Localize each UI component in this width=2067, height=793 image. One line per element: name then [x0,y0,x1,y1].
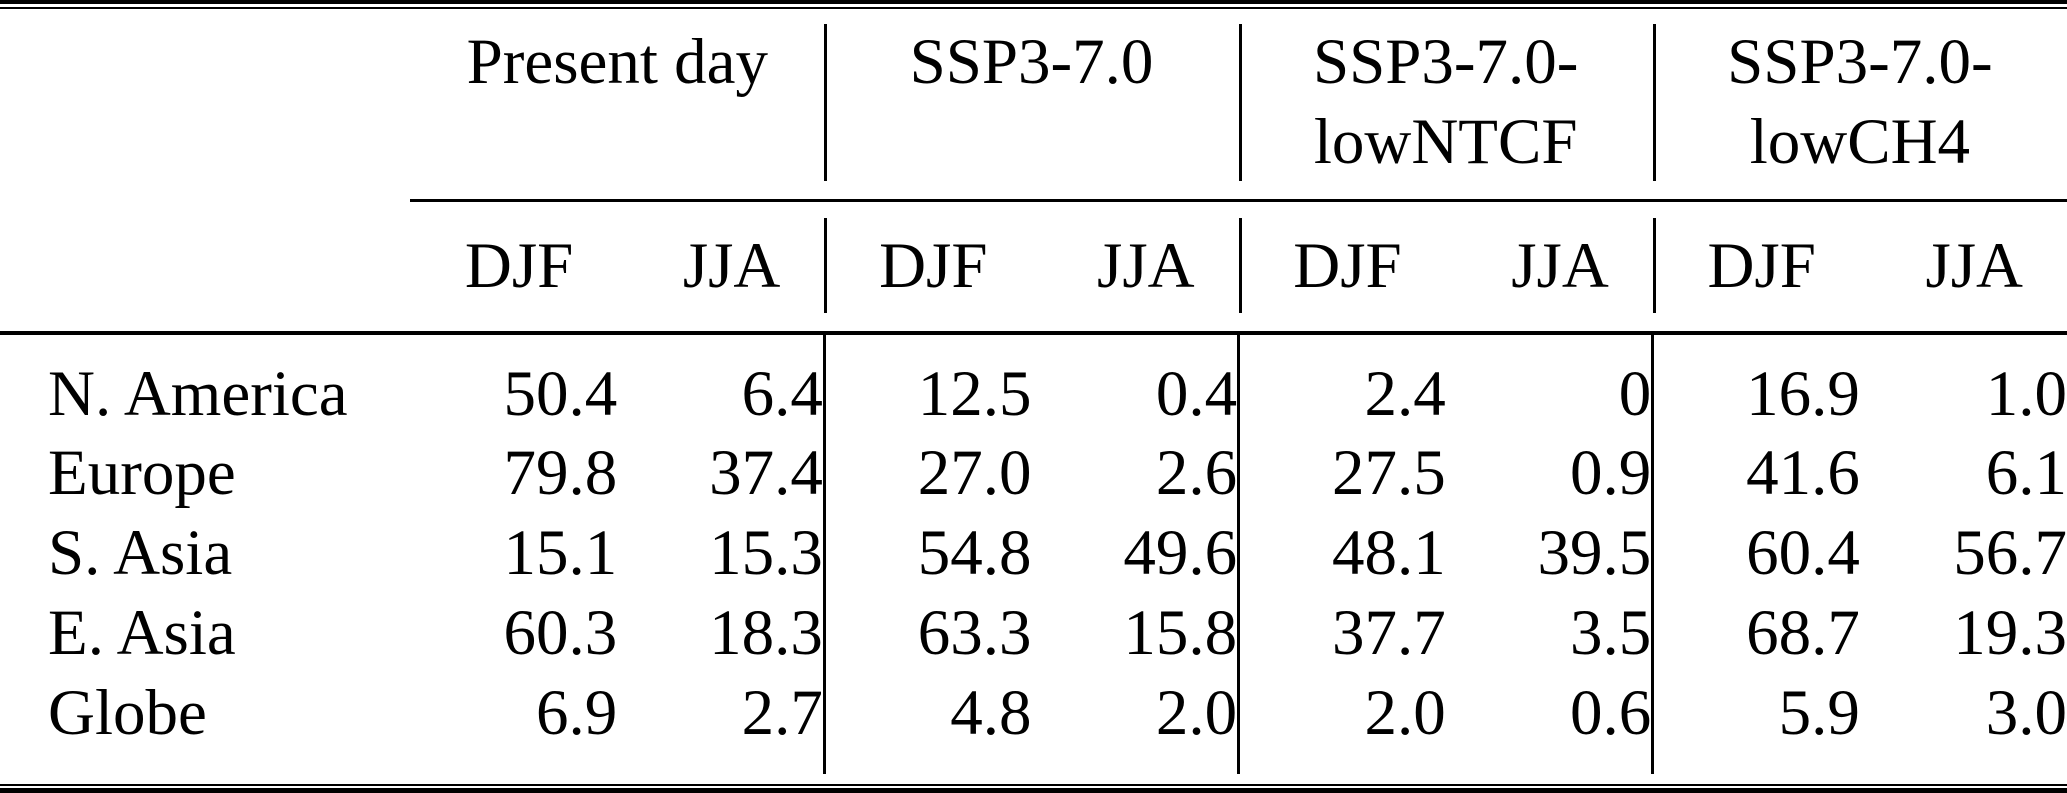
group-header-line2: lowNTCF [1313,106,1578,178]
table-row: E. Asia 60.3 18.3 63.3 15.8 37.7 3.5 68.… [0,593,2067,673]
value-cell: 49.6 [1123,516,1238,589]
value-cell: 56.7 [1953,516,2067,589]
group-header-line1: Present day [466,26,769,98]
row-label: S. Asia [48,516,233,589]
group-header-present-day: Present day [410,8,825,202]
value-cell: 5.9 [1651,673,1860,753]
table-row: Europe 79.8 37.4 27.0 2.6 27.5 0.9 41.6 … [0,433,2067,513]
corner-cell [0,200,411,335]
value-cell: 48.1 [1237,513,1446,593]
season-header-djf: DJF [824,200,1032,335]
value-cell: 6.1 [1985,436,2067,509]
bottom-rule-thick [0,788,2067,793]
value-cell: 27.5 [1237,433,1446,513]
group-header-line1: SSP3-7.0- [1727,26,1993,98]
table-row: Globe 6.9 2.7 4.8 2.0 2.0 0.6 5.9 3.0 [0,673,2067,753]
value-cell: 15.1 [503,516,618,589]
value-cell: 6.9 [536,676,618,749]
top-rule-thick [0,0,2067,4]
value-cell: 54.8 [822,513,1032,593]
value-cell: 4.8 [822,673,1032,753]
value-cell: 18.3 [709,596,823,669]
season-header-row: DJF JJA DJF JJA DJF JJA DJF JJA [0,200,2067,335]
value-cell: 0.6 [1570,676,1652,749]
value-cell: 79.8 [503,436,618,509]
value-cell: 50.4 [503,357,618,430]
value-cell: 60.4 [1651,513,1860,593]
group-header-row: Present day SSP3-7.0 SSP3-7.0- lowNTCF S… [0,8,2067,202]
bottom-rule-thin [0,784,2067,786]
value-cell: 63.3 [822,593,1032,673]
value-cell: 60.3 [503,596,618,669]
value-cell: 15.8 [1123,596,1238,669]
value-cell: 2.6 [1155,436,1238,509]
seasonal-exceedance-table: Present day SSP3-7.0 SSP3-7.0- lowNTCF S… [0,8,2067,774]
season-header-djf: DJF [410,200,618,335]
row-label: Globe [48,676,207,749]
value-cell: 16.9 [1651,333,1860,433]
table-row: N. America 50.4 6.4 12.5 0.4 2.4 0 16.9 … [0,333,2067,433]
table-row: S. Asia 15.1 15.3 54.8 49.6 48.1 39.5 60… [0,513,2067,593]
value-cell: 15.3 [709,516,823,589]
row-label: E. Asia [48,596,236,669]
value-cell: 68.7 [1651,593,1860,673]
value-cell: 3.0 [1985,676,2067,749]
corner-cell [0,8,410,200]
row-label: N. America [48,357,348,430]
season-header-djf: DJF [1238,200,1446,335]
season-header-jja: JJA [1445,200,1653,335]
value-cell: 37.4 [709,436,823,509]
value-cell: 3.5 [1570,596,1652,669]
value-cell: 2.0 [1237,673,1446,753]
season-header-jja: JJA [1031,200,1239,335]
group-header-ssp3-70: SSP3-7.0 [824,8,1239,202]
value-cell: 2.0 [1155,676,1238,749]
value-cell: 12.5 [822,333,1032,433]
group-header-line2: lowCH4 [1749,106,1971,178]
table-bottom-spacer [0,753,2067,774]
group-header-line1: SSP3-7.0 [909,26,1154,98]
value-cell: 6.4 [741,357,823,430]
season-header-jja: JJA [617,200,825,335]
value-cell: 27.0 [822,433,1032,513]
value-cell: 0.4 [1155,357,1238,430]
season-header-djf: DJF [1652,200,1860,335]
value-cell: 37.7 [1237,593,1446,673]
group-header-ssp3-70-lowch4: SSP3-7.0- lowCH4 [1652,8,2067,202]
season-header-jja: JJA [1859,200,2067,335]
group-header-line1: SSP3-7.0- [1312,26,1579,98]
value-cell: 2.7 [741,676,823,749]
value-cell: 1.0 [1985,357,2067,430]
value-cell: 2.4 [1237,333,1446,433]
value-cell: 19.3 [1953,596,2067,669]
group-header-ssp3-70-lowntcf: SSP3-7.0- lowNTCF [1238,8,1653,202]
value-cell: 39.5 [1537,516,1652,589]
row-label: Europe [48,436,236,509]
value-cell: 0.9 [1570,436,1652,509]
value-cell: 0 [1618,357,1652,430]
value-cell: 41.6 [1651,433,1860,513]
